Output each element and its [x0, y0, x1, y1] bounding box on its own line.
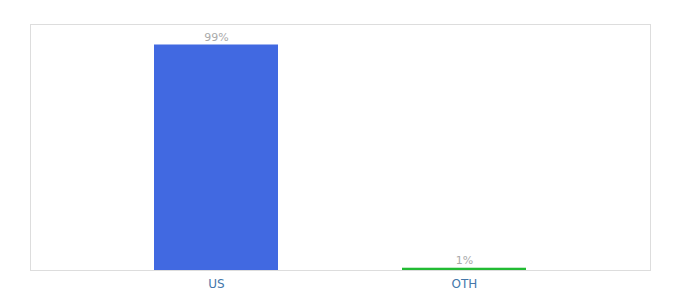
svg-text:99%: 99% — [204, 31, 228, 44]
svg-text:OTH: OTH — [452, 277, 478, 291]
svg-text:US: US — [208, 277, 224, 291]
svg-text:1%: 1% — [456, 254, 473, 267]
